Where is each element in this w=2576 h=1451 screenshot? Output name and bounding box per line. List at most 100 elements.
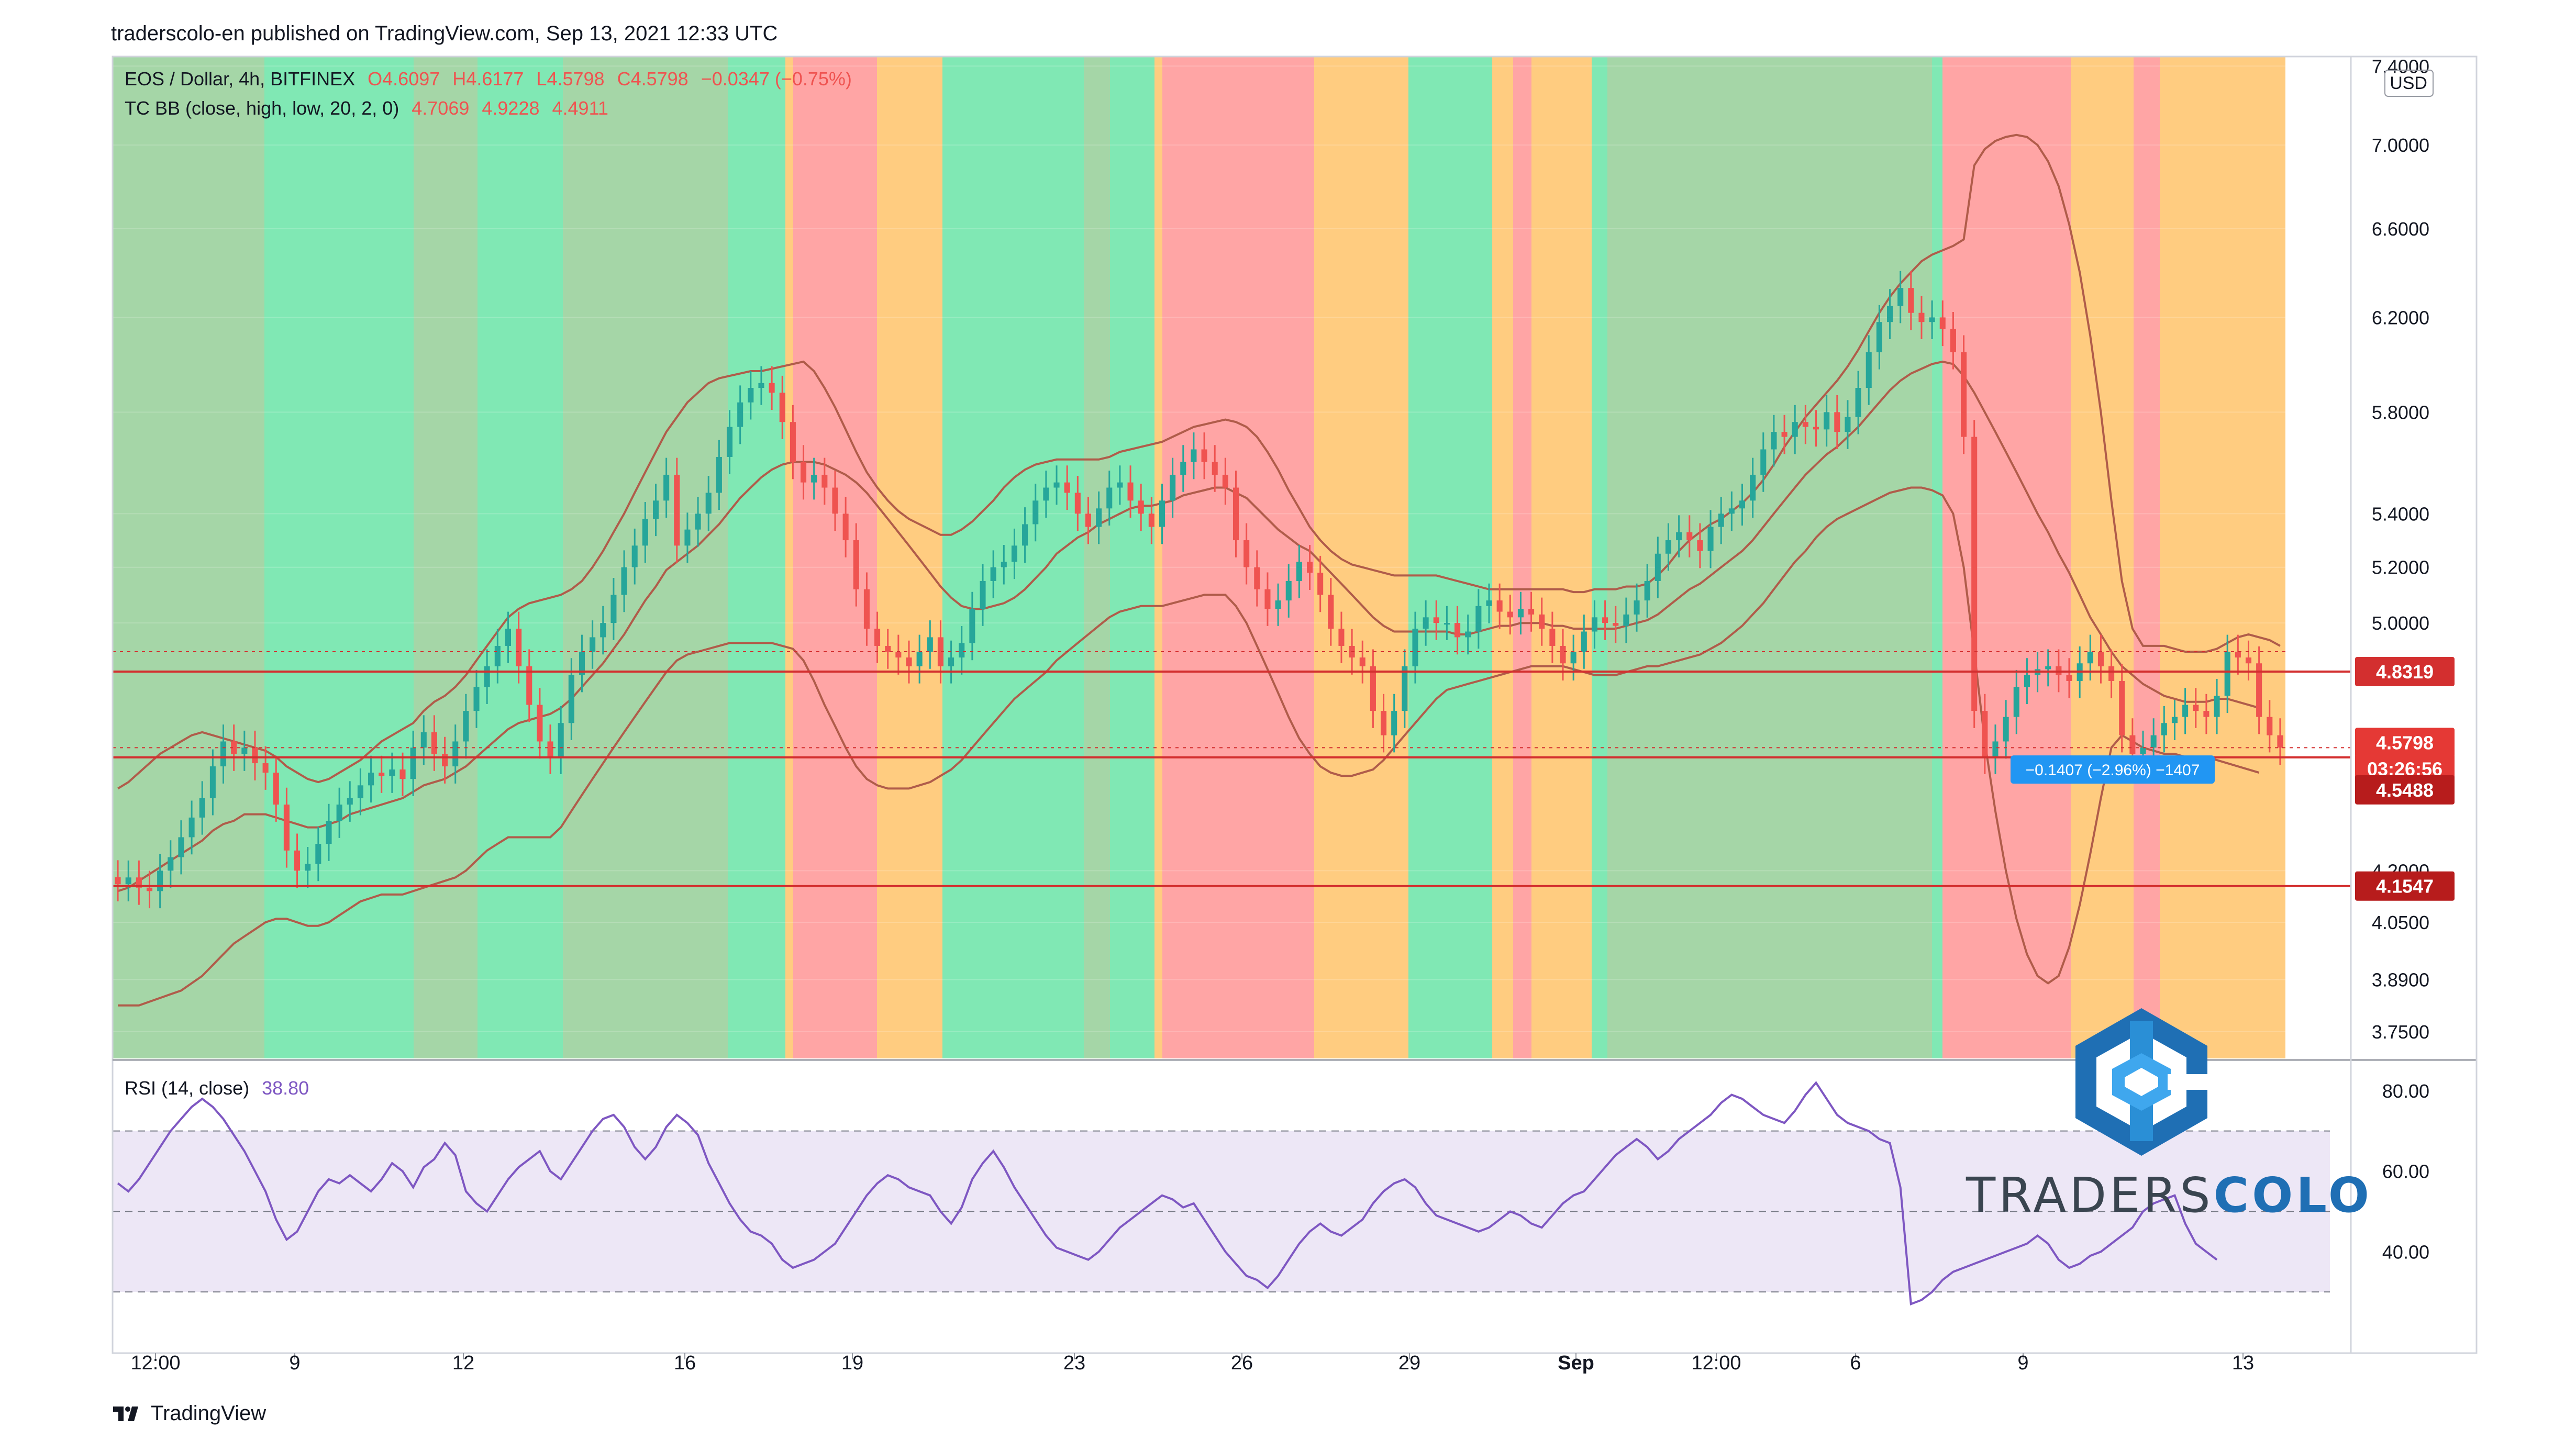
bg-band <box>1513 57 1531 1058</box>
candle-body <box>178 837 184 857</box>
bb-legend-v1: 4.7069 <box>412 97 470 119</box>
bb-legend-v2: 4.9228 <box>482 97 540 119</box>
candle-body <box>1212 462 1218 475</box>
candle-body <box>2013 687 2019 717</box>
candle-body <box>283 805 290 851</box>
time-tick-label: 12 <box>452 1352 474 1374</box>
candle-body <box>326 821 332 844</box>
candle-body <box>294 850 301 871</box>
bg-band <box>2071 57 2134 1058</box>
price-tick-label: 7.0000 <box>2372 135 2429 156</box>
candle-body <box>231 741 237 754</box>
candle-body <box>410 747 416 779</box>
price-tag-4.8319: 4.8319 <box>2376 661 2434 683</box>
bg-band <box>113 57 264 1058</box>
candle-body <box>2024 675 2030 687</box>
candle-body <box>115 877 121 885</box>
candle-body <box>1423 617 1429 629</box>
candle-body <box>1465 631 1471 638</box>
rsi-tick-label: 40.00 <box>2382 1241 2429 1263</box>
bg-band <box>1162 57 1314 1058</box>
candle-body <box>1127 482 1134 501</box>
candle-body <box>2256 663 2262 717</box>
candle-body <box>1306 562 1313 573</box>
candle-body <box>2214 696 2220 717</box>
legend-symbol: EOS / Dollar, 4h, BITFINEX <box>125 68 356 90</box>
time-tick-label: 12:00 <box>130 1352 180 1374</box>
candle-body <box>916 651 923 666</box>
candle-body <box>157 870 163 891</box>
candle-body <box>1180 462 1186 475</box>
bg-band <box>1592 57 1607 1058</box>
candle-body <box>2045 666 2051 669</box>
candle-body <box>1201 449 1207 462</box>
price-tick-label: 5.4000 <box>2372 503 2429 524</box>
candle-body <box>262 763 269 773</box>
candle-body <box>1233 487 1239 541</box>
candle-body <box>1528 609 1535 615</box>
candlesticks <box>115 271 2283 909</box>
candle-body <box>1454 623 1461 638</box>
candle-body <box>136 877 142 888</box>
candle-body <box>885 645 891 652</box>
candle-body <box>1043 487 1049 501</box>
legend-close: C4.5798 <box>617 68 689 90</box>
candle-body <box>241 747 248 754</box>
candle-body <box>336 805 342 821</box>
candle-body <box>737 402 743 427</box>
bg-band <box>2134 57 2160 1058</box>
candle-body <box>769 383 775 393</box>
candle-body <box>516 629 522 666</box>
candle-body <box>1581 631 1587 652</box>
candle-body <box>1760 449 1767 475</box>
candle-body <box>2108 666 2115 681</box>
candle-body <box>452 741 459 767</box>
tradingview-logo[interactable]: TradingView <box>112 1402 266 1425</box>
measure-tooltip-bg <box>2011 755 2215 784</box>
price-unit-box <box>2384 70 2434 97</box>
candle-body <box>1475 606 1482 632</box>
bb-legend-label: TC BB (close, high, low, 20, 2, 0) <box>125 97 399 119</box>
candle-body <box>2161 723 2167 735</box>
candle-body <box>832 487 838 514</box>
price-tag-4.5488-bg <box>2355 775 2455 805</box>
legend-change: −0.0347 (−0.75%) <box>701 68 852 90</box>
candle-body <box>1148 514 1154 527</box>
background-bands <box>113 57 2285 1058</box>
candle-body <box>959 643 965 658</box>
candle-body <box>168 857 174 871</box>
candle-body <box>1845 417 1851 432</box>
axes: 7.4000 7.0000 6.6000 6.2000 5.8000 5.4000 5.20… <box>112 55 2478 1374</box>
candle-body <box>1022 524 1028 546</box>
candle-body <box>558 723 564 757</box>
price-tick-label: 6.6000 <box>2372 218 2429 240</box>
candle-body <box>1412 629 1418 666</box>
price-tag-4.1547: 4.1547 <box>2376 876 2434 897</box>
candle-body <box>1855 388 1861 417</box>
candle-body <box>674 474 680 546</box>
candle-body <box>357 785 363 798</box>
bollinger-bands <box>117 133 2281 1007</box>
candle-body <box>1106 487 1113 509</box>
candle-body <box>209 766 216 798</box>
candle-body <box>1359 657 1365 666</box>
rsi-tick-label: 60.00 <box>2382 1161 2429 1182</box>
bg-band <box>264 57 414 1058</box>
bg-band <box>1154 57 1162 1058</box>
candle-body <box>652 500 659 519</box>
candle-body <box>1507 611 1513 618</box>
candle-body <box>2235 651 2241 658</box>
main-legend: EOS / Dollar, 4h, BITFINEX O4.6097 H4.61… <box>125 68 859 90</box>
candle-body <box>779 393 785 422</box>
candle-body <box>1296 562 1302 581</box>
candle-body <box>1707 527 1714 551</box>
candle-body <box>431 732 437 754</box>
candle-body <box>1961 352 1967 437</box>
candle-body <box>1381 711 1387 735</box>
candle-body <box>895 651 902 658</box>
traderscolo-wordmark: TRADERSCOLO <box>1966 1167 2372 1223</box>
price-tick-label: 5.0000 <box>2372 612 2429 634</box>
candle-body <box>1254 567 1260 589</box>
time-tick-label: 16 <box>674 1352 696 1374</box>
